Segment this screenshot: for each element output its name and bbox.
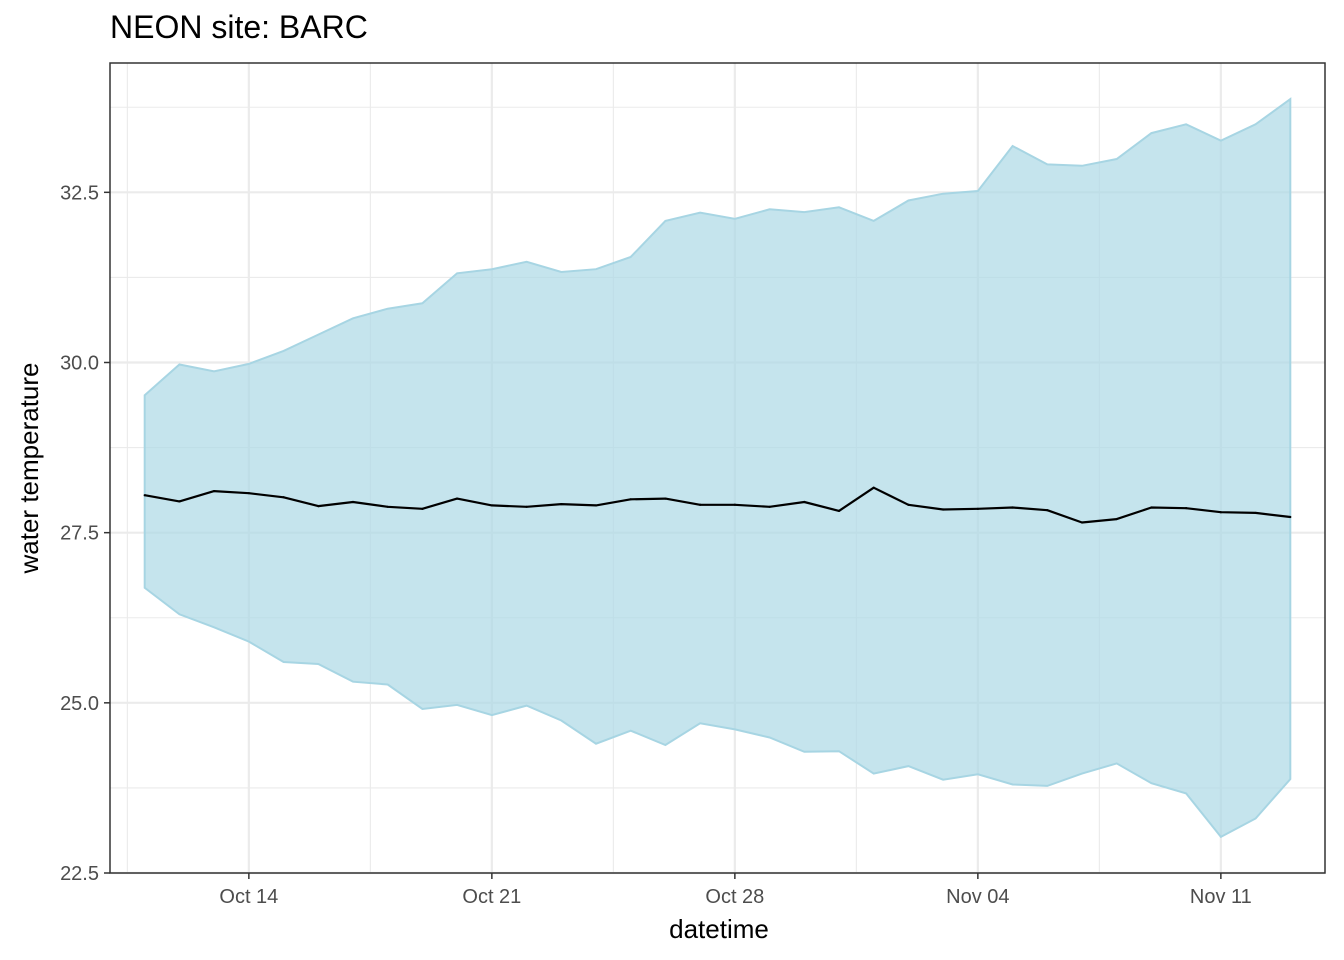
plot-border bbox=[109, 62, 1326, 874]
mean-point bbox=[1011, 506, 1014, 509]
mean-point bbox=[976, 507, 979, 510]
mean-point bbox=[490, 504, 493, 507]
mean-point bbox=[1185, 507, 1188, 510]
x-tick-label: Oct 14 bbox=[219, 886, 278, 908]
mean-point bbox=[803, 500, 806, 504]
mean-line bbox=[144, 486, 1291, 524]
mean-point bbox=[178, 500, 181, 503]
mean-point bbox=[282, 496, 285, 499]
mean-point bbox=[351, 500, 355, 504]
mean-point bbox=[629, 498, 632, 501]
mean-point bbox=[421, 507, 424, 510]
mean-point bbox=[143, 494, 146, 497]
mean-point bbox=[699, 503, 702, 506]
y-tick-label: 30.0 bbox=[60, 352, 99, 374]
mean-point bbox=[1115, 517, 1118, 521]
chart-title: NEON site: BARC bbox=[110, 9, 368, 45]
plot-area: 22.5 25.0 27.5 30.0 32.5 Oct 14 Oct 21 Oct 28 No… bbox=[60, 62, 1326, 908]
mean-point bbox=[1289, 515, 1292, 519]
mean-point bbox=[1150, 506, 1153, 509]
mean-point bbox=[1046, 509, 1049, 512]
mean-point bbox=[560, 502, 563, 506]
mean-point bbox=[317, 505, 320, 508]
mean-point bbox=[594, 504, 598, 507]
y-tick-label: 22.5 bbox=[60, 863, 99, 885]
y-tick-label: 27.5 bbox=[60, 523, 99, 545]
mean-point bbox=[247, 492, 250, 495]
mean-point bbox=[837, 509, 841, 512]
x-tick-label: Nov 11 bbox=[1190, 886, 1252, 908]
mean-point bbox=[872, 486, 875, 489]
mean-point bbox=[1219, 511, 1222, 514]
mean-point bbox=[907, 503, 910, 506]
mean-point bbox=[213, 490, 216, 493]
forecast-ribbon bbox=[143, 97, 1292, 839]
x-tick-label: Oct 28 bbox=[705, 886, 764, 908]
mean-point bbox=[525, 505, 528, 508]
y-tick-label: 32.5 bbox=[60, 182, 99, 204]
y-axis-title: water temperature bbox=[14, 363, 44, 575]
x-tick-label: Nov 04 bbox=[946, 886, 1009, 908]
mean-point bbox=[664, 497, 667, 500]
mean-point bbox=[942, 508, 945, 511]
mean-point bbox=[1254, 511, 1257, 515]
x-axis-title: datetime bbox=[669, 914, 769, 944]
mean-point bbox=[733, 503, 736, 506]
x-tick-label: Oct 21 bbox=[462, 886, 521, 908]
mean-point bbox=[1080, 521, 1084, 524]
mean-point bbox=[768, 505, 771, 508]
mean-point bbox=[456, 497, 459, 500]
mean-point bbox=[386, 505, 389, 508]
y-tick-label: 25.0 bbox=[60, 693, 99, 715]
